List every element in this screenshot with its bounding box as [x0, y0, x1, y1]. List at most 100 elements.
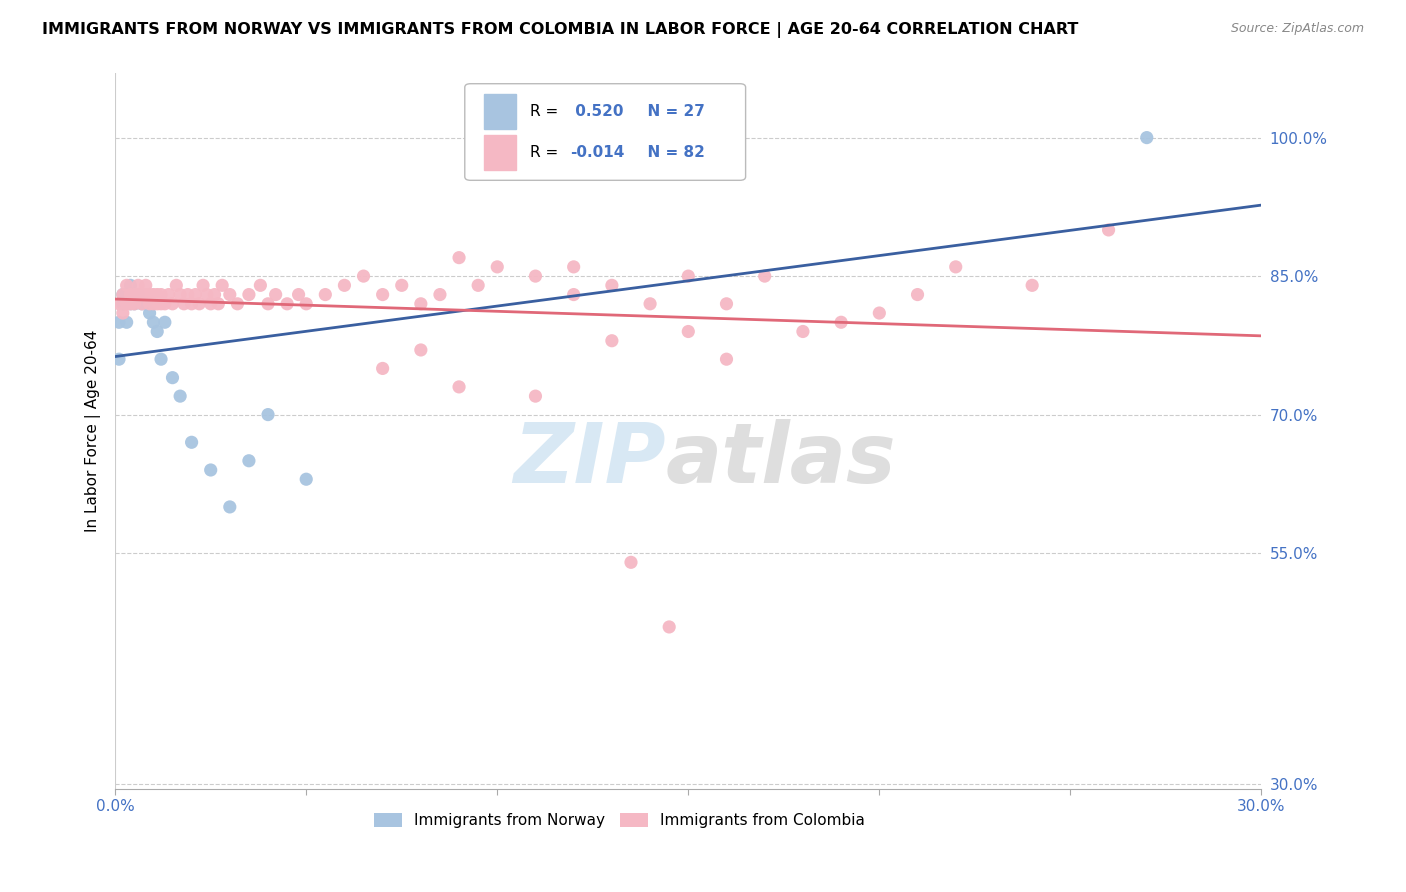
Point	[177, 287, 200, 301]
Point	[830, 315, 852, 329]
Point	[409, 343, 432, 357]
Point	[295, 297, 318, 311]
Point	[524, 269, 547, 284]
Point	[169, 287, 191, 301]
Point	[562, 260, 585, 274]
Point	[295, 472, 318, 486]
Point	[467, 278, 489, 293]
Point	[108, 297, 131, 311]
Point	[180, 297, 202, 311]
Point	[111, 287, 134, 301]
Point	[226, 297, 249, 311]
Point	[945, 260, 967, 274]
Point	[157, 287, 180, 301]
Point	[257, 297, 280, 311]
Point	[135, 297, 157, 311]
Point	[127, 287, 149, 301]
Point	[314, 287, 336, 301]
Point	[120, 297, 142, 311]
Point	[184, 287, 207, 301]
Point	[333, 278, 356, 293]
Point	[678, 325, 700, 339]
Text: N = 27: N = 27	[637, 104, 704, 119]
Point	[162, 370, 184, 384]
Point	[391, 278, 413, 293]
Point	[716, 352, 738, 367]
Point	[111, 297, 134, 311]
Text: R =: R =	[530, 104, 564, 119]
Point	[907, 287, 929, 301]
Point	[620, 555, 643, 569]
Point	[124, 287, 146, 301]
Point	[1136, 130, 1159, 145]
Text: N = 82: N = 82	[637, 145, 704, 160]
Point	[146, 325, 169, 339]
Point	[409, 297, 432, 311]
Point	[150, 287, 173, 301]
Point	[111, 306, 134, 320]
Point	[162, 297, 184, 311]
Y-axis label: In Labor Force | Age 20-64: In Labor Force | Age 20-64	[86, 329, 101, 532]
Point	[600, 334, 623, 348]
Point	[200, 297, 222, 311]
Text: Source: ZipAtlas.com: Source: ZipAtlas.com	[1230, 22, 1364, 36]
Bar	[484, 136, 516, 169]
Point	[486, 260, 509, 274]
Point	[131, 287, 153, 301]
Point	[108, 352, 131, 367]
Point	[264, 287, 287, 301]
Point	[146, 287, 169, 301]
Point	[678, 269, 700, 284]
Point	[238, 287, 260, 301]
Point	[180, 435, 202, 450]
Point	[600, 278, 623, 293]
Point	[371, 287, 394, 301]
Point	[142, 315, 165, 329]
Point	[276, 297, 298, 311]
Point	[127, 278, 149, 293]
Point	[138, 297, 160, 311]
Point	[754, 269, 776, 284]
Point	[249, 278, 271, 293]
Text: 0.520: 0.520	[571, 104, 624, 119]
Text: atlas: atlas	[665, 419, 896, 500]
Point	[562, 287, 585, 301]
Point	[429, 287, 451, 301]
Text: -0.014: -0.014	[571, 145, 624, 160]
Point	[108, 315, 131, 329]
Point	[142, 297, 165, 311]
Point	[257, 408, 280, 422]
Point	[191, 278, 214, 293]
Point	[120, 297, 142, 311]
Point	[204, 287, 226, 301]
Point	[371, 361, 394, 376]
Point	[142, 287, 165, 301]
Bar	[484, 95, 516, 128]
FancyBboxPatch shape	[465, 84, 745, 180]
Point	[1097, 223, 1119, 237]
Point	[207, 297, 229, 311]
Point	[716, 297, 738, 311]
Point	[115, 297, 138, 311]
Legend: Immigrants from Norway, Immigrants from Colombia: Immigrants from Norway, Immigrants from …	[368, 807, 870, 835]
Point	[447, 380, 470, 394]
Point	[115, 315, 138, 329]
Point	[115, 278, 138, 293]
Point	[124, 297, 146, 311]
Point	[169, 389, 191, 403]
Point	[211, 278, 233, 293]
Point	[173, 297, 195, 311]
Point	[218, 500, 240, 514]
Point	[124, 287, 146, 301]
Point	[135, 287, 157, 301]
Point	[120, 278, 142, 293]
Point	[131, 297, 153, 311]
Point	[165, 278, 187, 293]
Point	[658, 620, 681, 634]
Point	[150, 352, 173, 367]
Point	[447, 251, 470, 265]
Text: IMMIGRANTS FROM NORWAY VS IMMIGRANTS FROM COLOMBIA IN LABOR FORCE | AGE 20-64 CO: IMMIGRANTS FROM NORWAY VS IMMIGRANTS FRO…	[42, 22, 1078, 38]
Text: R =: R =	[530, 145, 564, 160]
Point	[153, 297, 176, 311]
Point	[218, 287, 240, 301]
